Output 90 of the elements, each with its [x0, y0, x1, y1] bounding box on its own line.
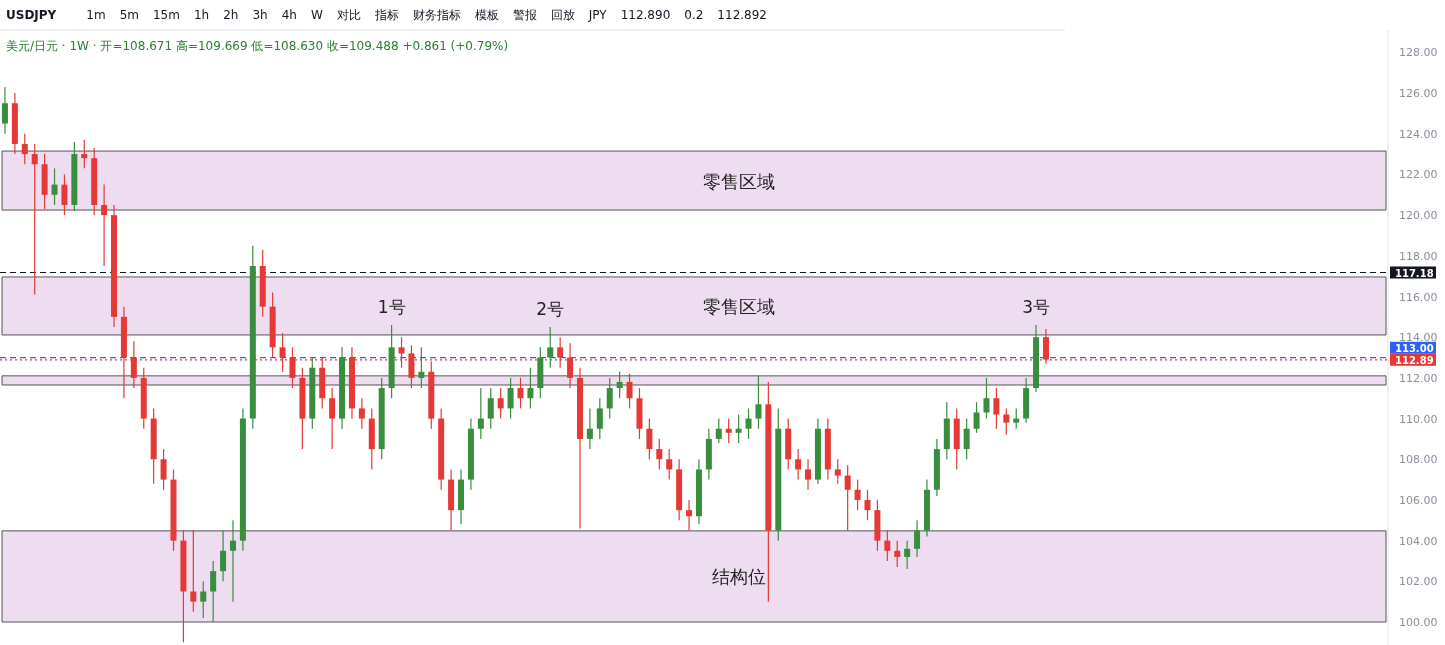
- y-tick-label: 106.00: [1399, 493, 1438, 507]
- candlestick: [160, 448, 167, 491]
- candlestick: [725, 417, 732, 444]
- y-tick-label: 128.00: [1399, 46, 1438, 60]
- candlestick: [686, 499, 693, 532]
- candlestick: [279, 332, 286, 373]
- candlestick: [755, 375, 762, 430]
- candlestick: [507, 377, 514, 420]
- candlestick: [666, 448, 673, 481]
- candlestick: [567, 342, 574, 389]
- toolbar: USDJPY 1m 5m 15m 1h 2h 3h 4h W 对比 指标 财务指标 模板 警报 回放 JPY 112.890 0.2 112.892: [0, 8, 1066, 31]
- candlestick: [616, 371, 623, 399]
- y-tick-label: 102.00: [1399, 575, 1438, 589]
- price-tag: 113.00: [1390, 341, 1436, 354]
- candlestick: [527, 367, 534, 409]
- candlestick: [864, 489, 871, 521]
- candlestick: [477, 387, 484, 440]
- candlestick: [21, 133, 28, 165]
- band: 零售区域: [1, 150, 1387, 211]
- candlestick: [398, 336, 405, 369]
- band: 结构位: [1, 530, 1387, 623]
- text: 2号: [536, 299, 565, 320]
- text: 3号: [1022, 296, 1050, 317]
- candlestick: [854, 479, 861, 511]
- candlestick: [963, 417, 970, 460]
- candlestick: [596, 397, 603, 440]
- y-tick-label: 112.00: [1399, 371, 1438, 385]
- y-tick-label: 116.00: [1399, 290, 1438, 304]
- candlestick: [844, 464, 851, 532]
- candlestick: [606, 377, 613, 420]
- candlestick: [914, 519, 921, 558]
- candlestick: [735, 413, 742, 444]
- candlestick: [795, 448, 802, 481]
- candlestick: [1042, 328, 1049, 365]
- candlestick: [993, 387, 1000, 430]
- chart-title: USDJPY: [6, 8, 57, 22]
- candlestick: [517, 377, 524, 409]
- candlestick: [418, 346, 425, 389]
- y-tick-label: 100.00: [1399, 616, 1438, 630]
- ref-line-label: 117.18: [1395, 267, 1434, 279]
- candlestick: [51, 167, 58, 206]
- candlestick: [715, 417, 722, 444]
- candlestick: [626, 373, 633, 409]
- candlestick: [1003, 407, 1010, 436]
- candlestick: [586, 407, 593, 450]
- candlestick: [547, 326, 554, 369]
- text: 1号: [377, 296, 406, 317]
- ref-line-label: 112.89: [1395, 354, 1434, 366]
- candlestick: [101, 184, 108, 267]
- candlestick: [646, 417, 653, 460]
- candlestick: [745, 407, 752, 440]
- candlestick: [31, 143, 38, 296]
- candlestick: [1, 86, 8, 135]
- band-label: 结构位: [712, 566, 766, 588]
- candlestick: [557, 336, 564, 369]
- candlestick: [289, 346, 296, 389]
- candlestick: [210, 560, 217, 623]
- candlestick: [983, 377, 990, 420]
- y-tick-label: 120.00: [1399, 209, 1438, 223]
- band-label: 零售区域: [703, 170, 775, 192]
- y-tick-label: 124.00: [1399, 127, 1438, 141]
- candlestick: [1013, 407, 1020, 430]
- candlestick: [805, 458, 812, 491]
- y-tick-label: 108.00: [1399, 453, 1438, 467]
- candlestick: [487, 387, 494, 430]
- y-tick-label: 118.00: [1399, 249, 1438, 263]
- y-tick-label: 104.00: [1399, 534, 1438, 548]
- price-tag: 117.18: [1390, 266, 1436, 279]
- candlestick: [497, 387, 504, 420]
- candlestick: [200, 580, 207, 619]
- y-tick-label: 126.00: [1399, 87, 1438, 101]
- candlestick: [190, 529, 197, 613]
- y-tick-label: 110.00: [1399, 412, 1438, 426]
- candlestick: [329, 387, 336, 450]
- candlestick: [220, 529, 227, 582]
- candlestick: [973, 401, 980, 434]
- candlestick: [894, 540, 901, 568]
- band-label: 零售区域: [703, 295, 775, 317]
- candlestick: [229, 519, 236, 603]
- y-tick-label: 122.00: [1399, 168, 1438, 182]
- candlestick: [904, 540, 911, 570]
- candlestick: [81, 139, 88, 169]
- candlestick: [834, 458, 841, 485]
- candlestick: [61, 173, 68, 216]
- candlestick: [884, 529, 891, 562]
- text: 美元/日元 · 1W · 开=108.671 高=109.669 低=108.630 收=109.488 +0.861 (+0.79%): [6, 39, 509, 53]
- candlestick: [358, 397, 365, 430]
- candlestick: [130, 340, 137, 389]
- ref-line-label: 113.00: [1395, 342, 1434, 354]
- candlestick: [656, 438, 663, 471]
